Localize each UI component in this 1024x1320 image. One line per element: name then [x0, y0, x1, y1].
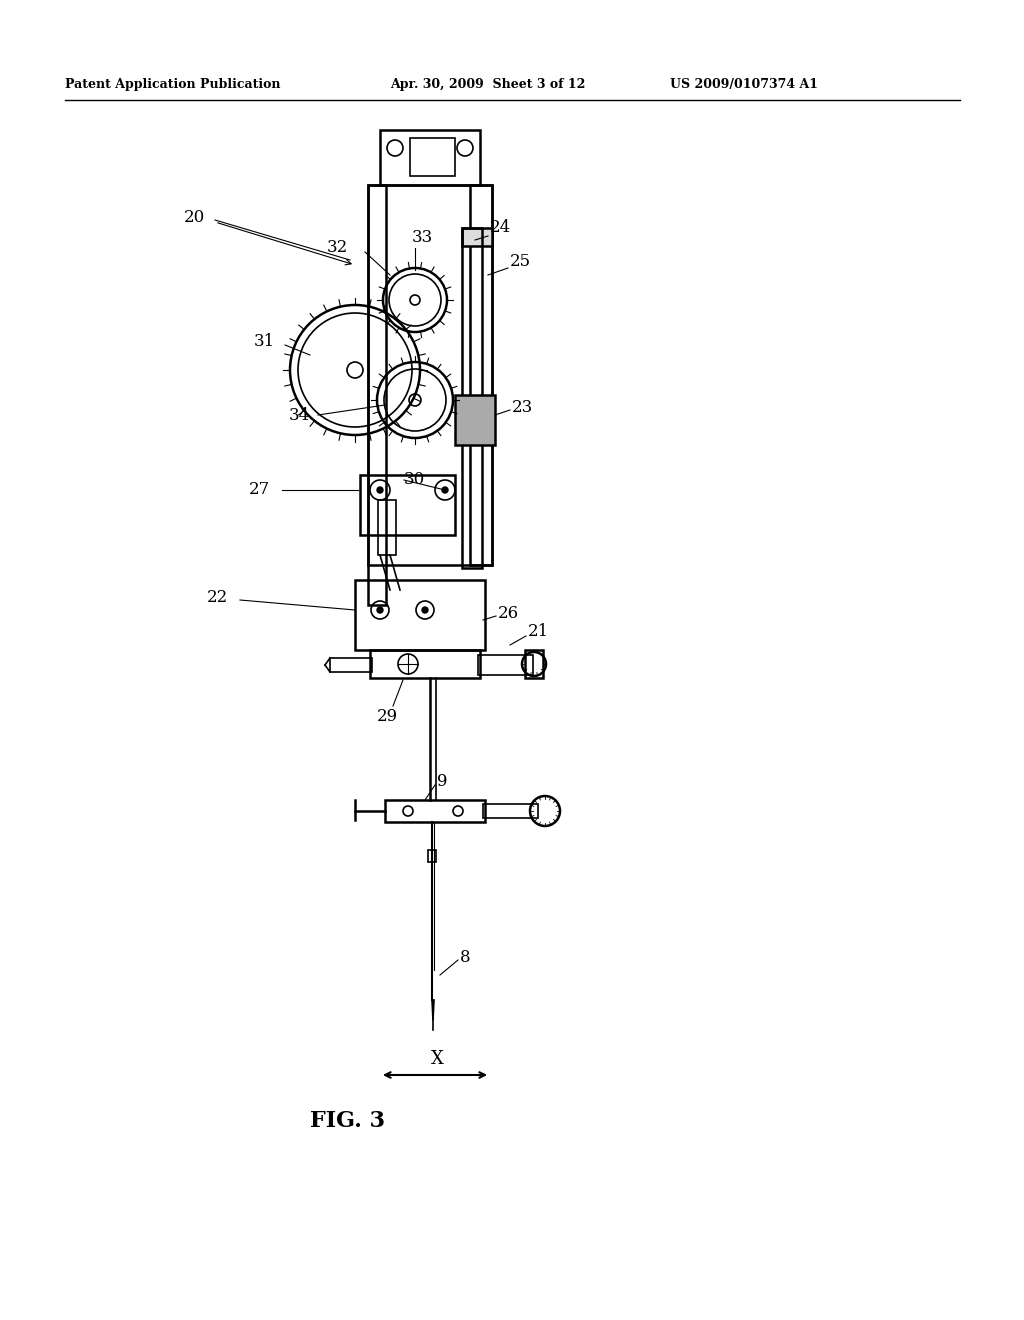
Bar: [378, 500, 396, 554]
Text: 30: 30: [404, 471, 425, 488]
Bar: [462, 228, 482, 568]
Bar: [470, 185, 492, 565]
Bar: [455, 395, 495, 445]
Bar: [462, 228, 492, 246]
Text: FIG. 3: FIG. 3: [310, 1110, 385, 1133]
Bar: [360, 475, 455, 535]
Bar: [368, 185, 492, 565]
Bar: [410, 139, 455, 176]
Text: 33: 33: [412, 230, 433, 247]
Circle shape: [377, 607, 383, 612]
Text: 22: 22: [207, 590, 228, 606]
Text: 32: 32: [327, 239, 348, 256]
Bar: [355, 579, 485, 649]
Bar: [330, 657, 372, 672]
Bar: [483, 804, 538, 818]
Bar: [478, 655, 534, 675]
Bar: [380, 129, 480, 185]
Text: 8: 8: [460, 949, 471, 966]
Text: 24: 24: [490, 219, 511, 236]
Text: X: X: [430, 1049, 443, 1068]
Text: 27: 27: [249, 482, 270, 499]
Text: 29: 29: [377, 708, 397, 725]
Bar: [428, 850, 436, 862]
Text: 31: 31: [254, 334, 275, 351]
Text: US 2009/0107374 A1: US 2009/0107374 A1: [670, 78, 818, 91]
Bar: [368, 185, 386, 605]
Text: Apr. 30, 2009  Sheet 3 of 12: Apr. 30, 2009 Sheet 3 of 12: [390, 78, 586, 91]
Text: 23: 23: [512, 400, 534, 417]
Text: 34: 34: [289, 407, 310, 424]
Bar: [385, 800, 485, 822]
Text: 21: 21: [528, 623, 549, 640]
Circle shape: [422, 607, 428, 612]
Text: 26: 26: [498, 606, 519, 623]
Circle shape: [377, 487, 383, 492]
Bar: [525, 649, 543, 678]
Text: 20: 20: [183, 210, 205, 227]
Circle shape: [442, 487, 449, 492]
Bar: [370, 649, 480, 678]
Text: 25: 25: [510, 253, 531, 271]
Text: 9: 9: [437, 774, 447, 791]
Text: Patent Application Publication: Patent Application Publication: [65, 78, 281, 91]
